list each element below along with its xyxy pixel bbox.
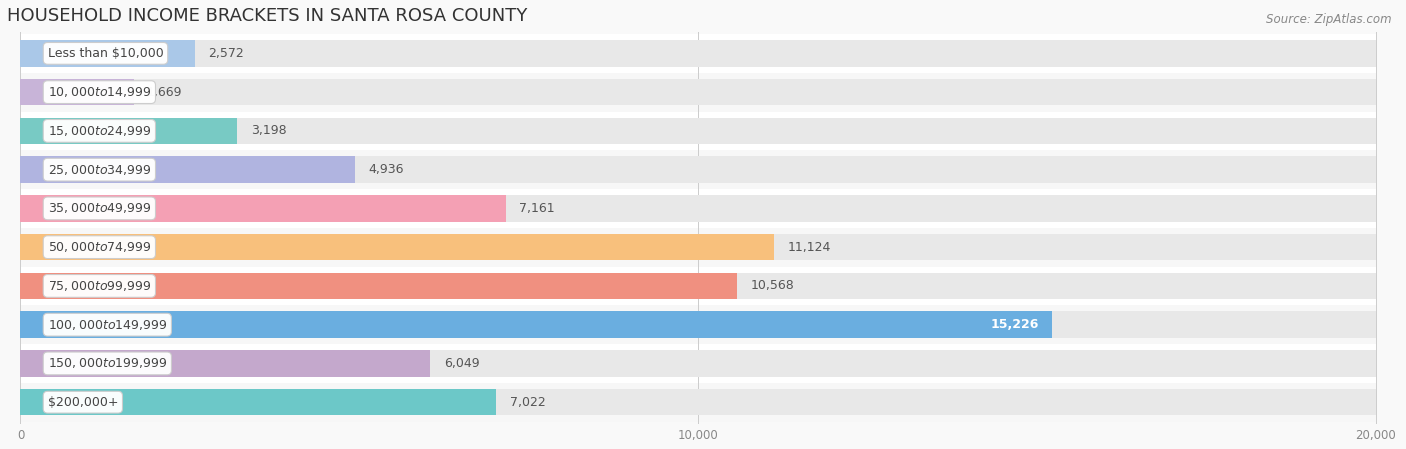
Text: 11,124: 11,124 — [787, 241, 831, 254]
Bar — [21, 79, 134, 106]
Text: $10,000 to $14,999: $10,000 to $14,999 — [48, 85, 150, 99]
Bar — [21, 383, 1376, 422]
Bar — [21, 389, 1376, 415]
Bar — [21, 305, 1376, 344]
Bar — [21, 350, 430, 377]
Bar — [21, 350, 1376, 377]
Bar — [21, 118, 1376, 144]
Text: 3,198: 3,198 — [250, 124, 287, 137]
Bar — [21, 273, 1376, 299]
Bar — [21, 40, 1376, 66]
Bar — [21, 273, 737, 299]
Bar — [21, 111, 1376, 150]
Bar — [21, 150, 1376, 189]
Text: Less than $10,000: Less than $10,000 — [48, 47, 163, 60]
Bar — [21, 73, 1376, 111]
Text: HOUSEHOLD INCOME BRACKETS IN SANTA ROSA COUNTY: HOUSEHOLD INCOME BRACKETS IN SANTA ROSA … — [7, 7, 527, 25]
Text: 10,568: 10,568 — [751, 279, 794, 292]
Text: $25,000 to $34,999: $25,000 to $34,999 — [48, 163, 150, 176]
Bar — [21, 228, 1376, 267]
Bar — [21, 118, 238, 144]
Bar — [21, 156, 1376, 183]
Text: 2,572: 2,572 — [208, 47, 245, 60]
Text: 15,226: 15,226 — [990, 318, 1039, 331]
Bar — [21, 156, 354, 183]
Text: $15,000 to $24,999: $15,000 to $24,999 — [48, 124, 150, 138]
Text: 6,049: 6,049 — [444, 357, 479, 370]
Text: Source: ZipAtlas.com: Source: ZipAtlas.com — [1267, 13, 1392, 26]
Text: $200,000+: $200,000+ — [48, 396, 118, 409]
Bar — [21, 312, 1376, 338]
Text: $50,000 to $74,999: $50,000 to $74,999 — [48, 240, 150, 254]
Text: 7,161: 7,161 — [519, 202, 555, 215]
Bar — [21, 40, 195, 66]
Text: 7,022: 7,022 — [510, 396, 546, 409]
Text: 1,669: 1,669 — [148, 86, 183, 99]
Bar — [21, 312, 1052, 338]
Bar — [21, 234, 1376, 260]
Bar — [21, 195, 1376, 221]
Bar — [21, 195, 506, 221]
Bar — [21, 234, 775, 260]
Text: $35,000 to $49,999: $35,000 to $49,999 — [48, 202, 150, 216]
Bar — [21, 267, 1376, 305]
Bar — [21, 389, 496, 415]
Bar — [21, 79, 1376, 106]
Text: 4,936: 4,936 — [368, 163, 404, 176]
Text: $100,000 to $149,999: $100,000 to $149,999 — [48, 318, 167, 332]
Bar — [21, 344, 1376, 383]
Bar — [21, 34, 1376, 73]
Text: $75,000 to $99,999: $75,000 to $99,999 — [48, 279, 150, 293]
Text: $150,000 to $199,999: $150,000 to $199,999 — [48, 357, 167, 370]
Bar — [21, 189, 1376, 228]
